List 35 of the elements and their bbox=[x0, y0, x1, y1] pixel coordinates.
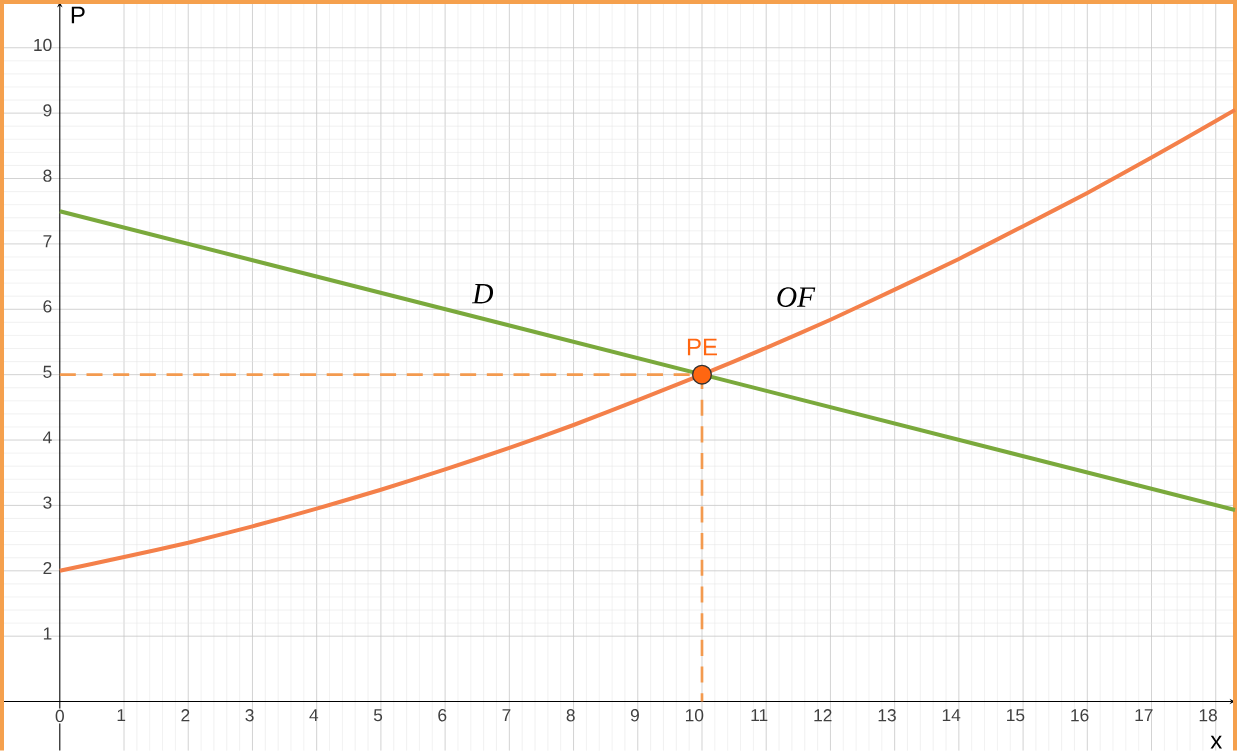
x-tick-label: 5 bbox=[373, 709, 383, 722]
x-tick-label: 11 bbox=[751, 709, 768, 722]
x-tick-label: 0 bbox=[55, 709, 64, 723]
x-tick-label: 12 bbox=[814, 709, 832, 722]
y-tick-label: 2 bbox=[43, 561, 52, 575]
x-axis-title: x bbox=[1210, 735, 1223, 749]
y-tick-label: 10 bbox=[34, 38, 52, 52]
x-tick-label: 13 bbox=[878, 709, 896, 722]
x-tick-label: 7 bbox=[502, 709, 511, 722]
y-tick-label: 3 bbox=[43, 496, 52, 509]
x-tick-label: 16 bbox=[1071, 709, 1089, 722]
x-tick-label: 15 bbox=[1007, 709, 1025, 722]
y-tick-label: 4 bbox=[42, 431, 52, 444]
x-tick-label: 8 bbox=[566, 709, 575, 722]
y-tick-label: 6 bbox=[43, 300, 52, 313]
x-tick-label: 1 bbox=[117, 709, 126, 722]
y-tick-label: 8 bbox=[43, 169, 52, 182]
x-tick-label: 2 bbox=[181, 709, 190, 722]
x-tick-label: 6 bbox=[438, 709, 447, 722]
series-label: OF bbox=[777, 287, 816, 308]
x-tick-label: 4 bbox=[309, 709, 319, 722]
y-tick-label: 9 bbox=[43, 104, 52, 117]
x-tick-label: 17 bbox=[1135, 709, 1153, 722]
y-tick-label: 5 bbox=[43, 365, 52, 378]
y-tick-label: 1 bbox=[43, 627, 52, 640]
x-tick-label: 18 bbox=[1199, 709, 1217, 722]
y-axis-title: P bbox=[71, 6, 85, 24]
x-tick-label: 10 bbox=[685, 709, 704, 722]
x-tick-label: 3 bbox=[245, 709, 254, 722]
x-tick-label: 9 bbox=[630, 709, 639, 722]
series-label: D bbox=[471, 284, 494, 304]
series-label: PE bbox=[687, 338, 717, 356]
line-series bbox=[57, 107, 1237, 573]
y-tick-label: 7 bbox=[43, 235, 52, 248]
x-tick-label: 14 bbox=[942, 709, 961, 722]
